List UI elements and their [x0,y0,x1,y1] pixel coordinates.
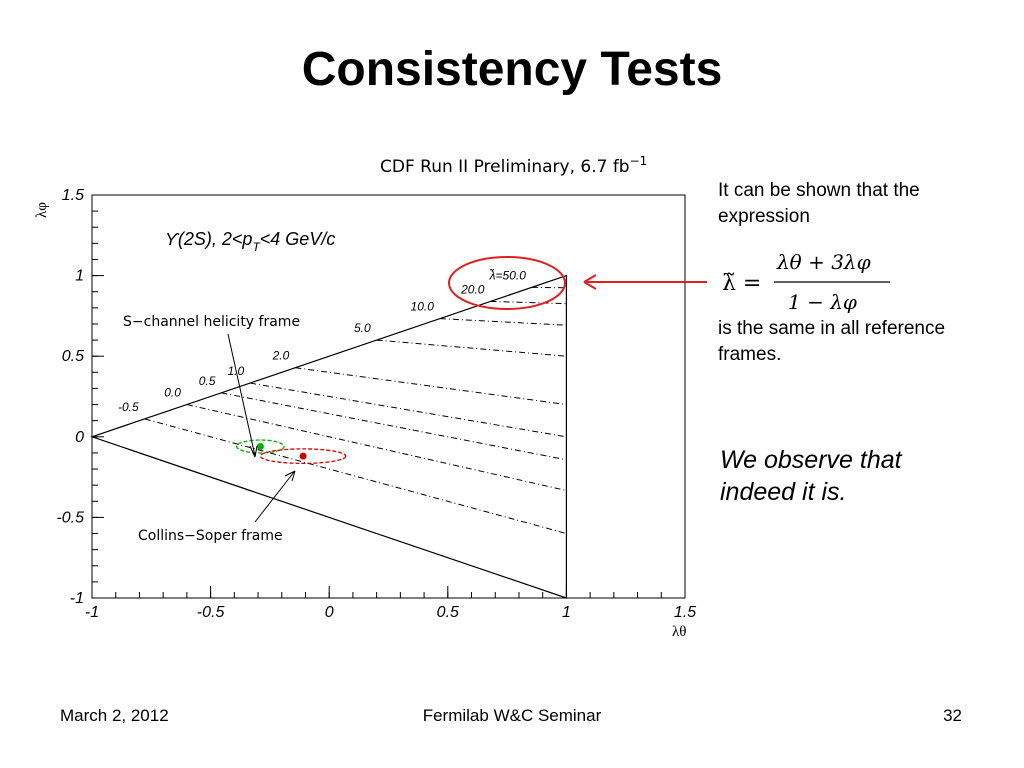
x-tick-label: -0.5 [197,604,225,621]
uncertainty-ellipse [259,448,347,465]
conclusion-text: We observe that indeed it is. [720,446,902,506]
footer-date: March 2, 2012 [60,706,169,725]
contour-line [144,418,567,535]
contour-label: λ̃=50.0 [489,267,527,282]
contour-line [490,300,567,305]
contour-label: 5.0 [354,321,371,335]
contour-line [221,392,567,461]
y-tick-label: 0 [75,429,84,446]
contour-line [439,318,567,326]
y-tick-label: -0.5 [56,509,84,526]
helicity-arrowhead [249,445,258,458]
contour-label: 20.0 [460,282,485,296]
collins-soper-pointer-arrow [254,471,295,523]
x-tick-label: 0.5 [437,604,459,621]
slide-title: Consistency Tests [301,43,723,96]
footer-page-number: 32 [943,706,962,725]
contour-line [376,339,567,357]
lambda-tilde-formula: λ̃ = λθ + 3λφ 1 − λφ [722,250,890,314]
y-tick-label: -1 [70,590,84,607]
x-tick-label: 1 [562,604,571,621]
contour-label: 0.0 [164,386,181,400]
annotation-collins-soper: Collins−Soper frame [138,528,283,544]
contour-label: 2.0 [272,349,290,363]
x-axis-label: λθ [672,624,686,640]
tail-text: is the same in all reference frames. [718,318,946,365]
contour-line [250,382,567,438]
contour-label: 0.5 [199,374,216,388]
chart-subtitle: ϒ(2S), 2<pT<4 GeV/c [165,229,335,254]
x-tick-label: 0 [325,604,334,621]
intro-text: It can be shown that the expression [718,180,920,227]
y-tick-label: 0.5 [62,348,84,365]
formula-numerator: λθ + 3λφ [776,250,871,274]
uncertainty-ellipse [236,439,285,454]
contour-line [295,367,567,406]
collins-soper-arrowhead [284,470,296,482]
y-tick-label: 1.5 [62,187,84,204]
measurement-point [299,452,307,460]
formula-denominator: 1 − λφ [788,290,857,314]
chart-title: CDF Run II Preliminary, 6.7 fb−1 [380,154,647,177]
contour-line [186,404,567,492]
y-axis-label: λφ [34,202,50,218]
y-tick-label: 1 [75,268,84,285]
x-tick-label: 1.5 [674,604,696,621]
footer-event: Fermilab W&C Seminar [422,706,602,725]
formula-lhs: λ̃ = [722,271,761,296]
annotation-helicity: S−channel helicity frame [123,314,300,330]
highlight-arrowhead [583,274,597,290]
allowed-region-boundary [90,274,568,599]
plot-frame [91,194,686,599]
x-tick-label: -1 [85,604,99,621]
helicity-pointer-arrow [227,333,256,457]
contour-label: 10.0 [411,300,435,314]
highlight-circle [448,256,566,310]
contour-label: -0.5 [118,400,139,414]
measurement-point [256,442,264,450]
